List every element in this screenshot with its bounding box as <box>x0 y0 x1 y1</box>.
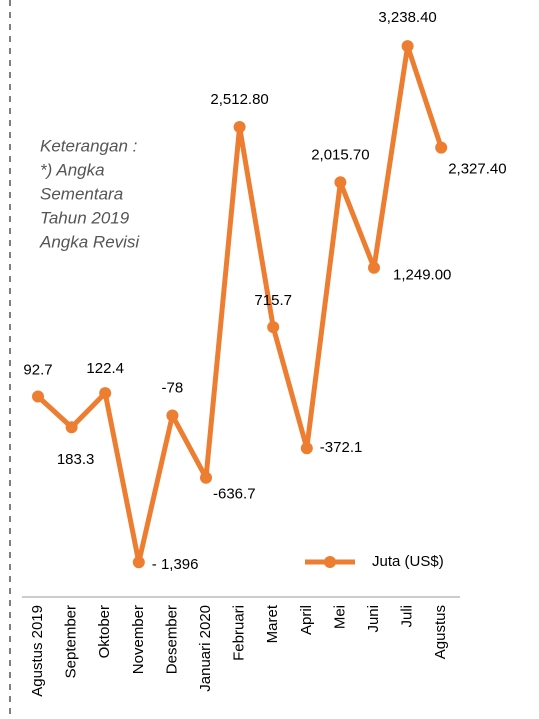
marker <box>401 40 414 53</box>
x-tick-label: Juli <box>399 605 416 628</box>
data-label: 715.7 <box>254 292 292 309</box>
marker <box>233 120 246 133</box>
data-label: -372.1 <box>320 439 363 456</box>
data-label: - 1,396 <box>152 556 199 573</box>
data-label: -78 <box>162 379 184 396</box>
data-label: 2,512.80 <box>210 91 268 108</box>
data-label: 183.3 <box>57 451 95 468</box>
marker <box>200 471 212 484</box>
annotation: Keterangan : <box>40 136 138 155</box>
annotation: Tahun 2019 <box>40 208 130 227</box>
x-tick-label: April <box>298 605 315 635</box>
marker <box>334 176 347 189</box>
marker <box>65 421 78 434</box>
data-label: 2,327.40 <box>448 161 506 178</box>
marker <box>99 387 112 400</box>
x-tick-label: Februari <box>231 605 248 661</box>
annotation: Sementara <box>40 184 123 203</box>
marker <box>132 556 145 569</box>
legend-marker <box>324 556 336 568</box>
marker <box>435 141 448 154</box>
annotation: Angka Revisi <box>39 232 140 251</box>
x-tick-label: Desember <box>163 605 180 674</box>
legend-label: Juta (US$) <box>372 553 444 570</box>
x-tick-label: Agustus 2019 <box>29 605 46 697</box>
x-tick-label: Januari 2020 <box>197 605 214 692</box>
marker <box>368 261 380 274</box>
data-label: 122.4 <box>86 360 124 377</box>
marker <box>300 442 313 455</box>
x-tick-label: Mei <box>331 605 348 629</box>
x-tick-label: Maret <box>264 604 281 643</box>
marker <box>166 409 179 422</box>
data-label: -636.7 <box>213 486 256 503</box>
x-tick-label: September <box>63 605 80 678</box>
x-tick-label: Oktober <box>96 605 113 658</box>
marker <box>32 390 44 403</box>
data-label: 1,249.00 <box>393 267 451 284</box>
data-label: 92.7 <box>23 361 52 378</box>
marker <box>267 321 280 334</box>
x-tick-label: November <box>130 605 147 674</box>
data-label: 2,015.70 <box>311 146 369 163</box>
x-tick-label: Agustus <box>432 605 449 659</box>
annotation: *) Angka <box>40 160 105 179</box>
x-tick-label: Juni <box>365 605 382 633</box>
data-label: 3,238.40 <box>378 9 436 26</box>
